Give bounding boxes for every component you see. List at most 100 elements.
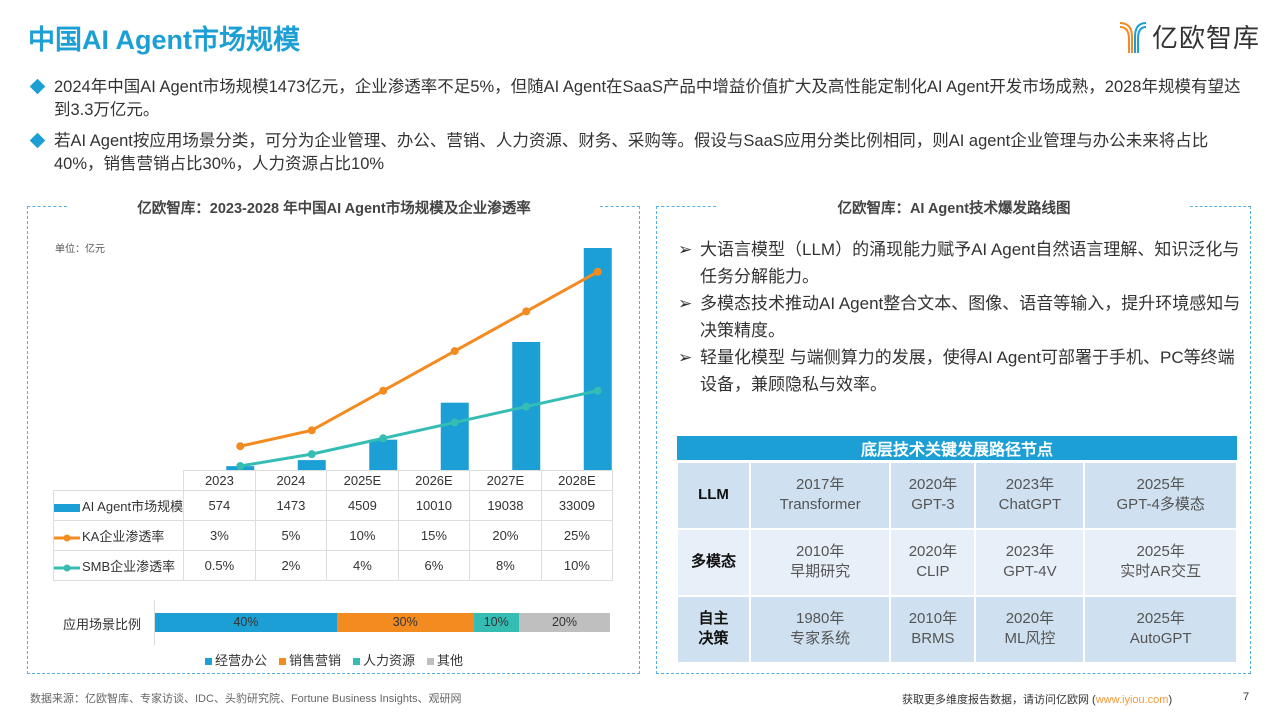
category-label: 2027E (469, 470, 542, 491)
milestone-cell: 2020年 CLIP (889, 527, 977, 597)
left-panel (27, 206, 640, 674)
cta-text: ) (1168, 694, 1173, 706)
data-label: 4% (326, 550, 399, 581)
row-label: 自主 决策 (676, 594, 751, 664)
milestone-year: 2025年 (1136, 610, 1185, 627)
row-label: 多模态 (676, 527, 751, 597)
milestone-name: ChatGPT (998, 496, 1062, 514)
milestone-cell: 2025年 GPT-4多模态 (1083, 460, 1238, 530)
milestone-cell: 2023年 GPT-4V (974, 527, 1086, 597)
bullet-2: 若AI Agent按应用场景分类，可分为企业管理、办公、营销、人力资源、财务、采… (29, 130, 1250, 176)
line-legend-icon (54, 534, 80, 542)
milestone-name: 实时AR交互 (1120, 563, 1202, 580)
page-number: 7 (1243, 691, 1250, 703)
data-source: 数据来源：亿欧智库、专家访谈、IDC、头豹研究院、Fortune Busines… (30, 693, 462, 705)
data-label: 10% (326, 520, 399, 551)
line-point (307, 426, 316, 435)
right-panel (656, 206, 1251, 674)
legend-swatch-icon (353, 658, 361, 666)
milestone-year: 2020年 (1005, 610, 1055, 627)
milestone-year: 2025年 (1136, 476, 1185, 494)
data-label: 2% (254, 550, 328, 581)
data-label: 574 (183, 490, 256, 521)
bar-2024 (297, 460, 326, 470)
data-label: 6% (397, 550, 471, 581)
milestone-cell: 1980年 专家系统 (748, 594, 892, 664)
bar-2028E (583, 248, 612, 470)
line-point (450, 347, 459, 356)
milestone-name: GPT-3 (911, 496, 955, 514)
data-label: 4509 (326, 490, 399, 521)
share-chart-label: 应用场景比例 (63, 617, 142, 632)
website-link[interactable]: www.iyiou.com (1095, 694, 1169, 706)
share-segment: 40% (155, 613, 337, 632)
milestone-name: CLIP (916, 563, 950, 580)
line-point (379, 386, 388, 395)
cta-text: 获取更多维度报告数据，请访问亿欧网 ( (902, 694, 1096, 706)
right-panel-title: 亿欧智库：AI Agent技术爆发路线图 (720, 197, 1188, 218)
point-text: 多模态技术推动AI Agent整合文本、图像、语音等输入，提升环境感知与决策精度… (700, 294, 1241, 340)
line-point (236, 442, 245, 451)
legend-label: 人力资源 (363, 653, 416, 668)
bar-legend-icon (54, 503, 80, 512)
line-legend-icon (54, 564, 80, 572)
milestone-year: 2020年 (908, 543, 958, 560)
point-text: 大语言模型（LLM）的涌现能力赋予AI Agent自然语言理解、知识泛化与任务分… (700, 240, 1240, 286)
milestone-year: 2023年 (1005, 543, 1055, 560)
milestone-year: 2023年 (1005, 476, 1055, 494)
data-label: 5% (254, 520, 328, 551)
category-label: 2028E (540, 470, 614, 491)
point-3: ➢ 轻量化模型 与端侧算力的发展，使得AI Agent可部署于手机、PC等终端设备… (678, 344, 1243, 398)
data-label: 25% (540, 520, 614, 551)
legend-swatch-icon (279, 658, 287, 666)
line-point (522, 307, 531, 316)
line-point (307, 450, 316, 459)
legend-item: 人力资源 (353, 650, 415, 669)
milestone-cell: 2017年 Transformer (748, 460, 892, 530)
line-point (522, 402, 531, 411)
line-point (236, 462, 245, 471)
data-label: 15% (397, 520, 471, 551)
category-label: 2025E (326, 470, 399, 491)
legend-swatch-icon (427, 658, 435, 666)
data-label: 3% (183, 520, 256, 551)
logo: 亿欧智库 (1118, 18, 1260, 55)
bar-2026E (440, 402, 469, 470)
table-row: 多模态 2010年 早期研究 2020年 CLIP 2023年 GPT-4V 2025年 实时A… (676, 527, 1238, 597)
bullet-text: 若AI Agent按应用场景分类，可分为企业管理、办公、营销、人力资源、财务、采… (54, 132, 1209, 173)
series-name: KA企业渗透率 (82, 529, 165, 544)
legend-item: 经营办公 (205, 650, 267, 669)
data-label: 8% (469, 550, 542, 581)
series-name: SMB企业渗透率 (82, 559, 176, 574)
milestone-year: 2025年 (1136, 543, 1185, 560)
data-label: 10% (540, 550, 614, 581)
data-label: 20% (469, 520, 542, 551)
share-segment: 20% (519, 613, 610, 632)
milestone-cell: 2025年实时AR交互 (1083, 527, 1238, 597)
line-series-1 (239, 270, 599, 448)
share-segment: 10% (473, 613, 519, 632)
data-label: 10010 (397, 490, 471, 521)
left-panel-title: 亿欧智库：2023-2028 年中国AI Agent市场规模及企业渗透率 (70, 197, 598, 218)
point-2: ➢ 多模态技术推动AI Agent整合文本、图像、语音等输入，提升环境感知与决策精… (678, 290, 1243, 344)
point-text: 轻量化模型 与端侧算力的发展，使得AI Agent可部署于手机、PC等终端设备，… (700, 348, 1235, 394)
series-name: AI Agent市场规模 (82, 499, 184, 514)
milestone-name: ML风控 (1004, 630, 1056, 647)
line-point (450, 418, 459, 427)
point-1: ➢ 大语言模型（LLM）的涌现能力赋予AI Agent自然语言理解、知识泛化与任务… (678, 236, 1243, 290)
milestone-cell: 2010年 BRMS (889, 594, 977, 664)
line-point (593, 267, 602, 276)
bar-2025E (369, 439, 398, 470)
logo-icon (1119, 21, 1147, 53)
arrow-icon: ➢ (678, 348, 693, 367)
table-title: 底层技术关键发展路径节点 (677, 436, 1237, 463)
milestone-name: 专家系统 (790, 630, 851, 647)
chart-data-table: 2023 2024 2025E 2026E 2027E 2028E AI Agent市场规… (52, 470, 614, 581)
line-point (379, 434, 388, 443)
legend-label: 经营办公 (215, 653, 268, 668)
footer-cta: 获取更多维度报告数据，请访问亿欧网 (www.iyiou.com) (902, 691, 1172, 707)
data-label: 0.5% (183, 550, 256, 581)
milestone-name: Transformer (779, 496, 861, 514)
milestone-name: GPT-4V (1003, 563, 1057, 580)
data-label: 1473 (254, 490, 328, 521)
